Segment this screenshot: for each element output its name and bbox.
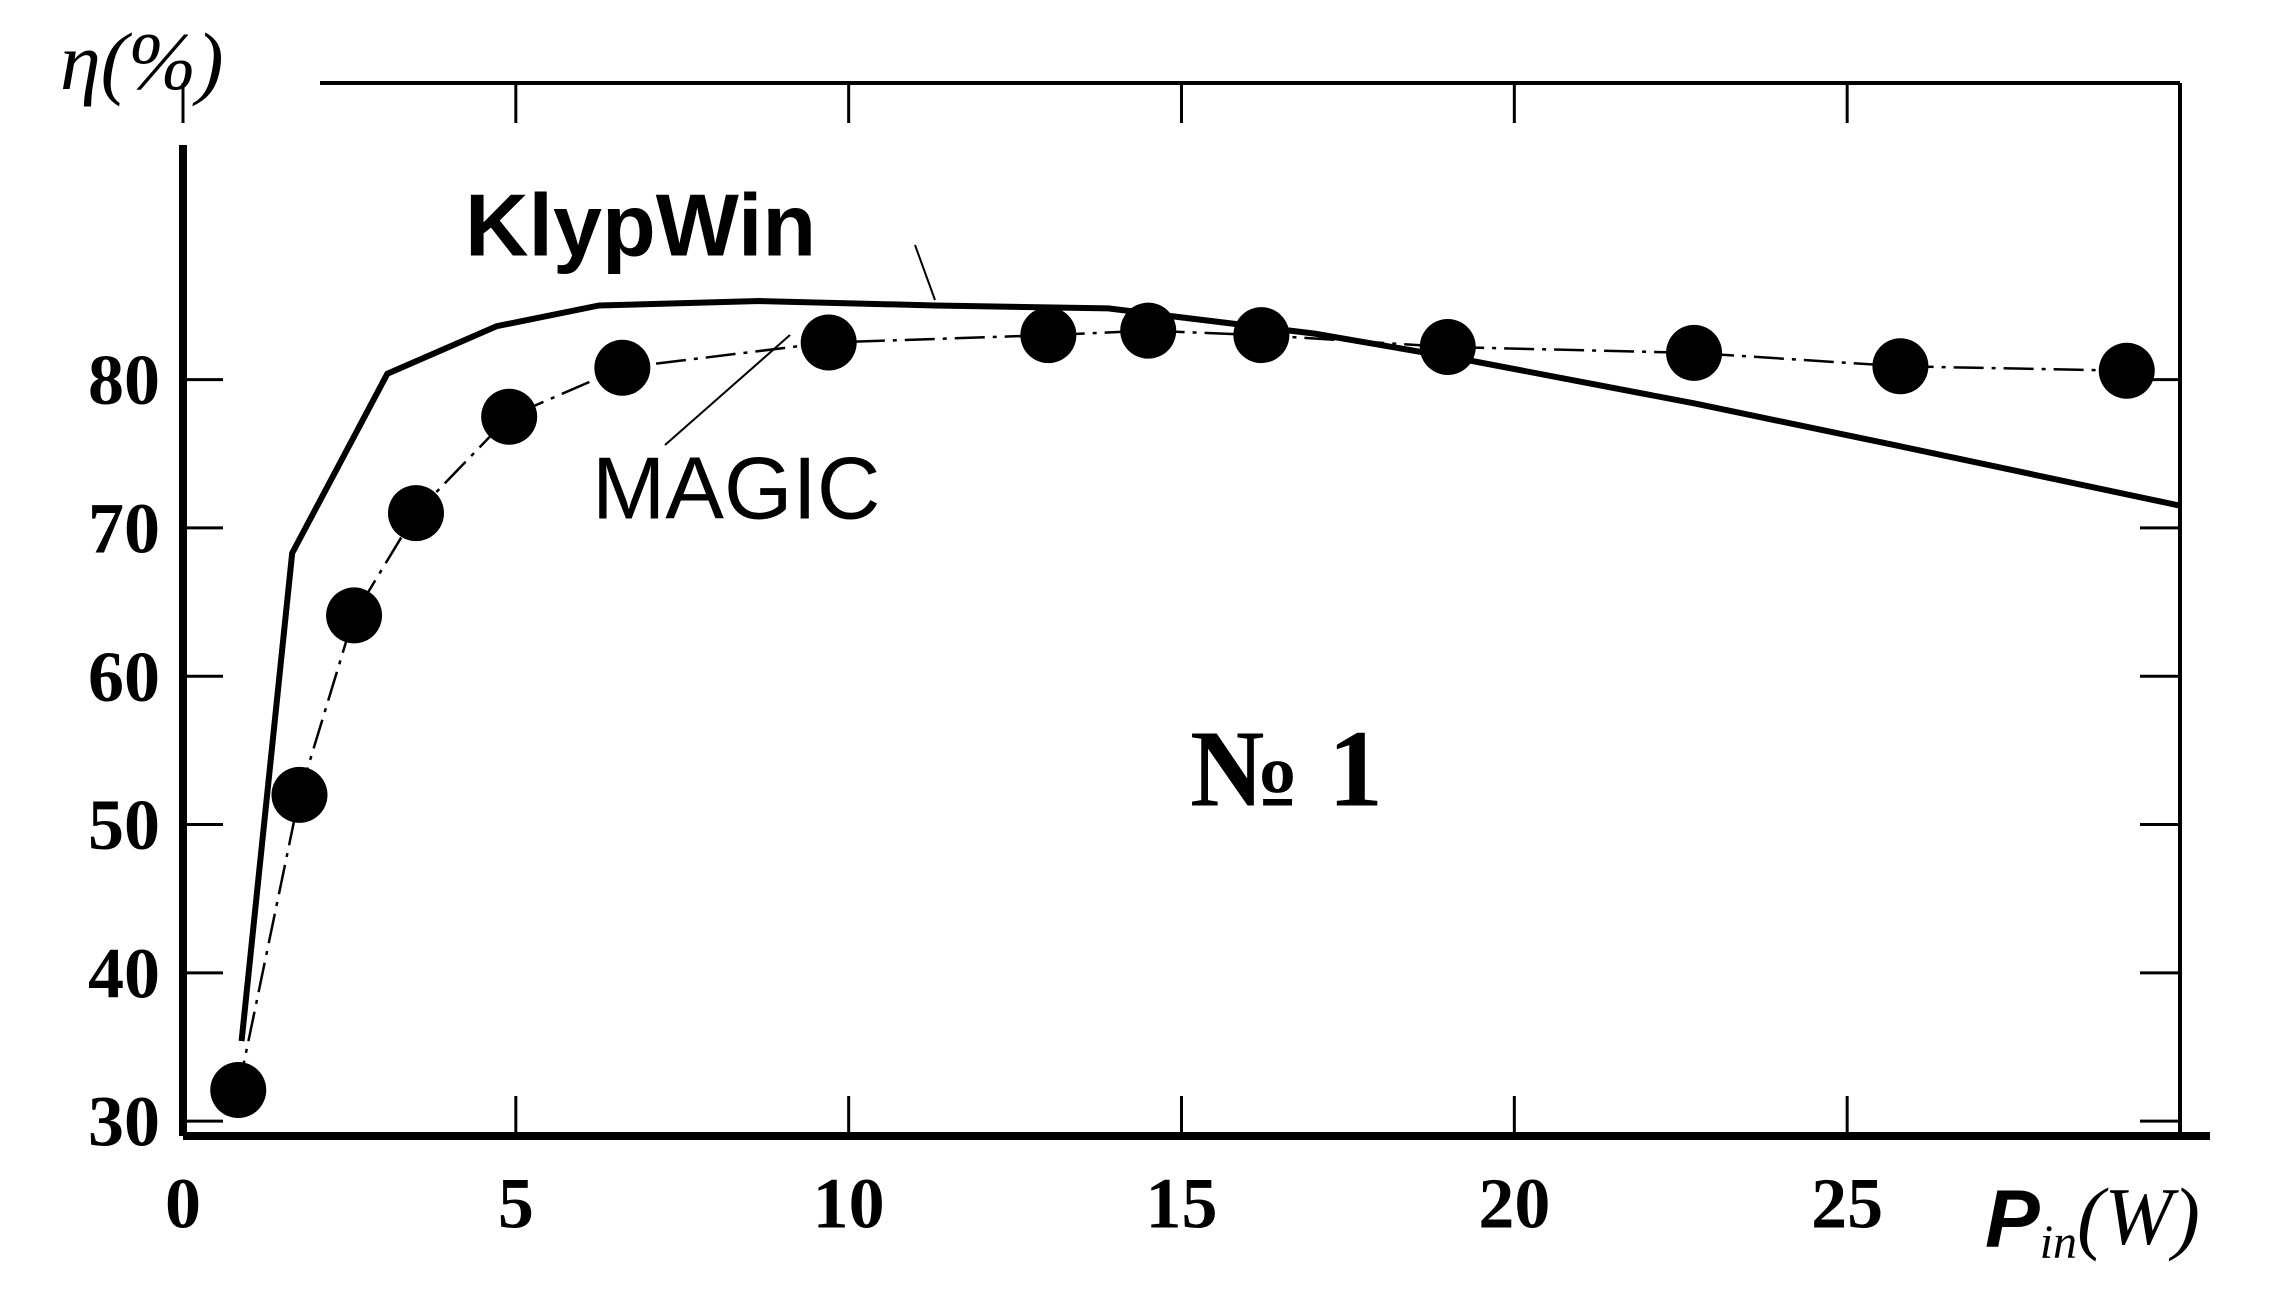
y-tick-label: 70	[88, 488, 160, 568]
annotation: KlypWin	[465, 175, 816, 274]
marker	[1872, 338, 1929, 395]
marker	[2098, 342, 2155, 399]
marker	[387, 485, 444, 542]
marker	[210, 1062, 267, 1119]
y-tick-label: 60	[88, 637, 160, 717]
x-tick-label: 15	[1146, 1164, 1218, 1244]
y-tick-label: 80	[88, 340, 160, 420]
annotation: MAGIC	[592, 438, 880, 537]
marker	[481, 388, 538, 445]
marker	[800, 314, 857, 371]
marker	[1666, 324, 1723, 381]
marker	[271, 766, 328, 823]
x-label-unit: (W)	[2077, 1171, 2200, 1262]
marker	[1020, 307, 1077, 364]
x-tick-label: 25	[1811, 1164, 1883, 1244]
marker	[1120, 302, 1177, 359]
y-tick-label: 40	[88, 933, 160, 1013]
annotation: № 1	[1190, 707, 1383, 829]
marker	[1233, 307, 1290, 364]
x-tick-label: 10	[813, 1164, 885, 1244]
x-tick-label: 5	[498, 1164, 534, 1244]
x-tick-label: 0	[165, 1164, 201, 1244]
y-tick-label: 30	[88, 1082, 160, 1162]
y-axis-label: η(%)	[60, 16, 224, 107]
x-label-subscript: in	[2040, 1216, 2077, 1269]
y-tick-label: 50	[88, 785, 160, 865]
x-axis-label: Pin(W)	[1985, 1171, 2200, 1269]
marker	[594, 339, 651, 396]
marker	[1419, 318, 1476, 375]
leader-line	[914, 244, 936, 301]
x-label-symbol: P	[1985, 1174, 2040, 1265]
series-line	[238, 298, 2181, 1042]
series-line	[237, 329, 2127, 1091]
leader-line	[664, 334, 791, 446]
marker	[326, 587, 383, 644]
x-tick-label: 20	[1478, 1164, 1550, 1244]
